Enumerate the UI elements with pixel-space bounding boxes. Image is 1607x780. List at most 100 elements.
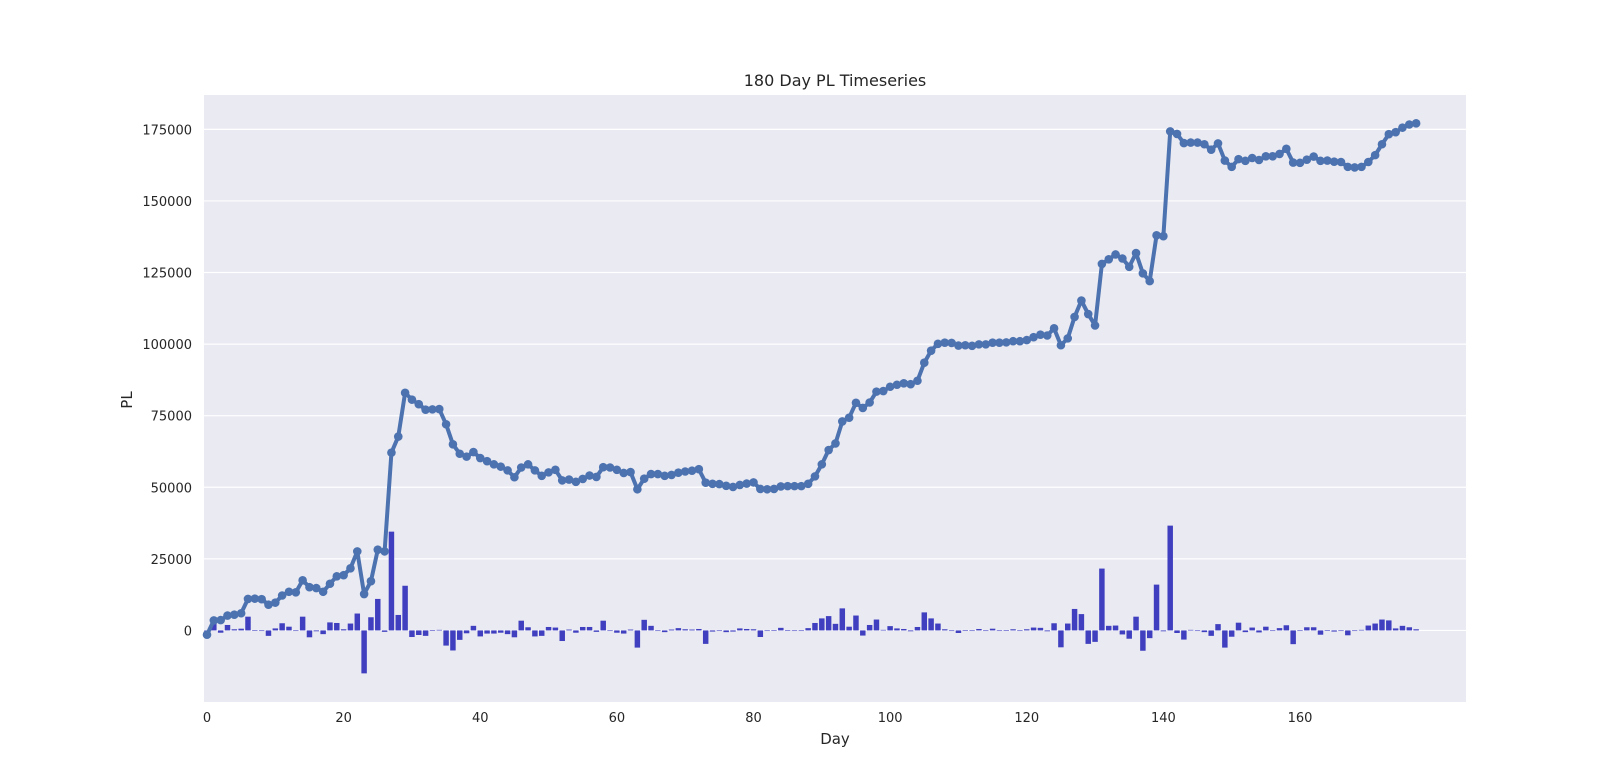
daily-pl-bar <box>1167 525 1173 631</box>
daily-pl-bar <box>1105 625 1112 631</box>
daily-pl-bar <box>429 630 436 631</box>
pl-point <box>981 340 991 349</box>
daily-pl-bar <box>1133 616 1139 631</box>
pl-point <box>1104 255 1114 264</box>
pl-point <box>687 466 697 475</box>
daily-pl-bar <box>1235 622 1242 631</box>
pl-point <box>619 468 629 478</box>
daily-pl-bar <box>921 612 928 631</box>
pl-point <box>352 547 362 556</box>
pl-point <box>393 432 403 441</box>
y-tick-label: 50000 <box>151 481 192 496</box>
pl-point <box>516 463 526 472</box>
pl-point <box>1070 312 1079 322</box>
pl-point <box>551 465 560 475</box>
daily-pl-bar <box>402 585 408 631</box>
pl-point <box>475 453 485 463</box>
pl-point <box>1275 149 1284 159</box>
daily-pl-bar <box>641 619 647 631</box>
pl-point <box>209 616 219 625</box>
daily-pl-bar <box>778 627 784 631</box>
pl-point <box>735 480 745 490</box>
pl-point <box>1001 338 1011 347</box>
pl-point <box>1357 162 1366 172</box>
daily-pl-bar <box>1345 630 1351 636</box>
pl-point <box>564 475 574 484</box>
daily-pl-bar <box>1256 630 1262 633</box>
daily-pl-bar <box>1065 623 1071 631</box>
daily-pl-bar <box>1351 630 1358 632</box>
daily-pl-bar <box>381 630 388 632</box>
pl-point <box>1138 269 1148 278</box>
daily-pl-bar <box>812 622 818 631</box>
pl-point <box>728 482 738 492</box>
daily-pl-bar <box>1283 625 1290 631</box>
daily-pl-bar <box>1242 630 1249 633</box>
daily-pl-bar <box>887 626 893 631</box>
pl-point <box>400 388 410 398</box>
daily-pl-bar <box>661 630 668 633</box>
daily-pl-bar <box>1153 584 1160 631</box>
daily-pl-bar <box>231 629 238 631</box>
pl-point <box>414 399 424 409</box>
pl-point <box>421 405 430 414</box>
pl-point <box>1206 145 1216 154</box>
daily-pl-bar <box>948 630 955 632</box>
pl-point <box>1268 151 1277 161</box>
pl-point <box>769 484 779 494</box>
daily-pl-bar <box>279 623 285 631</box>
pl-point <box>298 576 307 585</box>
daily-pl-bar <box>443 630 449 646</box>
x-tick-label: 120 <box>1014 711 1039 726</box>
daily-pl-bar <box>511 630 518 638</box>
daily-pl-bar <box>655 630 661 632</box>
pl-point <box>1377 139 1387 149</box>
daily-pl-bar <box>696 628 702 631</box>
pl-point <box>1370 150 1380 160</box>
daily-pl-bar <box>1290 630 1296 645</box>
pl-point <box>892 380 902 390</box>
daily-pl-bar <box>1249 627 1255 631</box>
x-tick-label: 80 <box>745 711 762 726</box>
daily-pl-bar <box>689 629 695 631</box>
daily-pl-bar <box>1181 630 1187 640</box>
pl-point <box>523 460 533 469</box>
pl-point <box>1213 139 1223 148</box>
daily-pl-bar <box>805 628 811 631</box>
daily-pl-bar <box>416 630 422 636</box>
pl-point <box>346 563 355 573</box>
daily-pl-bar <box>1413 629 1419 631</box>
daily-pl-bar <box>538 630 545 636</box>
pl-point <box>1411 119 1421 128</box>
daily-pl-bar <box>545 626 552 631</box>
pl-point <box>1336 157 1346 167</box>
pl-point <box>250 594 260 603</box>
daily-pl-bar <box>1058 630 1064 648</box>
pl-point <box>428 405 437 414</box>
daily-pl-bar <box>682 629 688 631</box>
pl-point <box>1015 336 1025 346</box>
daily-pl-bar <box>217 630 224 633</box>
pl-point <box>202 630 212 640</box>
daily-pl-bar <box>211 623 217 631</box>
pl-point <box>1329 157 1339 167</box>
pl-point <box>530 466 540 475</box>
pl-point <box>803 479 813 489</box>
x-tick-label: 140 <box>1151 711 1176 726</box>
pl-point <box>1145 276 1155 286</box>
daily-pl-bar <box>798 630 805 632</box>
daily-pl-bar <box>586 626 593 631</box>
daily-pl-bar <box>1112 625 1119 631</box>
pl-point <box>1131 248 1141 258</box>
pl-point <box>626 467 635 477</box>
pl-point <box>1350 163 1359 172</box>
daily-pl-bar <box>518 620 524 631</box>
pl-point <box>872 387 881 396</box>
daily-pl-bar <box>860 630 866 636</box>
daily-pl-bar <box>1051 623 1057 631</box>
pl-point <box>407 395 417 404</box>
x-tick-label: 100 <box>878 711 903 726</box>
pl-point <box>947 338 956 348</box>
daily-pl-bar <box>1331 630 1337 632</box>
pl-point <box>1200 139 1209 149</box>
